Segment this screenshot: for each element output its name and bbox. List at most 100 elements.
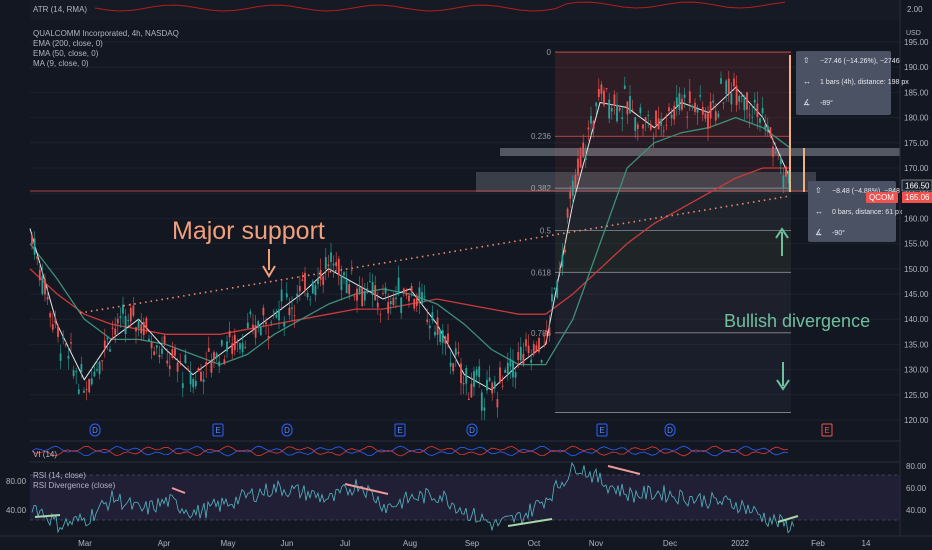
event-marker <box>596 423 608 437</box>
candle-body <box>259 326 262 336</box>
candle-body <box>267 335 270 339</box>
x-tick-label: Mar <box>78 539 92 548</box>
fib-level-label: 0.5 <box>540 226 552 235</box>
candle-body <box>725 80 728 94</box>
candle-body <box>592 120 595 129</box>
candle-body <box>311 281 314 294</box>
last-price-badge <box>901 179 932 192</box>
event-marker-label: E <box>599 426 604 435</box>
candle-body <box>608 99 611 119</box>
fib-level-label: 0.236 <box>531 132 552 141</box>
candle-body <box>340 275 343 291</box>
y-tick-label: 195.00 <box>904 38 929 47</box>
candle-body <box>616 104 618 122</box>
event-marker <box>281 423 293 437</box>
candle-body <box>584 156 587 160</box>
candle-body <box>675 97 678 106</box>
candle-body <box>31 235 33 245</box>
candle-body <box>730 93 733 105</box>
candle-body <box>735 85 738 106</box>
candle-body <box>366 288 369 290</box>
legend-ema50[interactable]: EMA (50, close, 0) <box>33 49 99 58</box>
candle-body <box>751 116 754 118</box>
candle-body <box>538 338 540 352</box>
candle-body <box>361 288 364 307</box>
candle-body <box>252 324 254 329</box>
candle-body <box>577 158 579 176</box>
candle-body <box>696 108 699 113</box>
arrow-head-orange <box>262 265 276 278</box>
candle-body <box>668 107 670 112</box>
candle-body <box>262 307 265 316</box>
candle-body <box>335 261 338 267</box>
candle-body <box>457 352 460 354</box>
candle-body <box>228 330 231 338</box>
candle-body <box>109 349 111 352</box>
candle-body <box>525 339 527 347</box>
candle-body <box>642 124 644 129</box>
candle-body <box>402 288 405 293</box>
candle-body <box>704 113 707 119</box>
candle-body <box>517 352 520 360</box>
event-marker <box>212 423 224 437</box>
series-ma9 <box>29 86 791 391</box>
candle-body <box>350 269 353 271</box>
legend-ema200[interactable]: EMA (200, close, 0) <box>33 39 103 48</box>
atr-label: ATR (14, RMA) <box>33 5 88 14</box>
candle-body <box>233 334 236 351</box>
candle-body <box>218 361 221 367</box>
candle-body <box>618 107 621 111</box>
candle-body <box>421 292 423 305</box>
candle-body <box>569 191 572 199</box>
candle-body <box>772 146 774 157</box>
candle-body <box>70 342 72 344</box>
y-tick-label: 145.00 <box>904 290 929 299</box>
candle-body <box>470 383 473 398</box>
candle-body <box>54 318 57 324</box>
candle-body <box>265 322 267 325</box>
candle-body <box>319 269 322 280</box>
candle-body <box>324 257 327 270</box>
rsi-label[interactable]: RSI (14, close) <box>33 471 86 480</box>
candle-body <box>353 295 356 297</box>
candle-body <box>587 127 590 130</box>
candle-body <box>634 117 637 131</box>
candle-body <box>415 295 418 306</box>
rsi-right-tick: 60.00 <box>906 484 927 493</box>
candle-body <box>597 88 600 98</box>
candle-body <box>532 344 535 355</box>
candle-body <box>116 318 119 324</box>
candle-body <box>371 281 374 296</box>
measure-top-bg <box>796 51 891 115</box>
candle-body <box>423 296 426 298</box>
candle-body <box>649 124 652 130</box>
candle-body <box>629 96 631 114</box>
candle-body <box>694 102 696 112</box>
legend-symbol[interactable]: QUALCOMM Incorporated, 4h, NASDAQ <box>33 29 179 38</box>
candle-body <box>491 382 494 394</box>
y-tick-label: 135.00 <box>904 340 929 349</box>
vi-label[interactable]: VI (14) <box>33 450 58 459</box>
candle-body <box>605 88 608 90</box>
candle-body <box>636 124 639 129</box>
candle-body <box>215 353 218 358</box>
candle-body <box>38 269 41 281</box>
candle-body <box>506 362 509 374</box>
atr-legend: ATR (14, RMA) <box>33 5 87 15</box>
rsi-left-tick: 80.00 <box>6 477 27 486</box>
symbol-tag-text: QCOM <box>869 193 894 202</box>
measure-top-line: −27.46 (−14.26%), −2746 <box>820 58 900 65</box>
candle-body <box>595 102 598 107</box>
candle-body <box>88 378 91 393</box>
rsi-div-label[interactable]: RSI Divergence (close) <box>33 481 116 490</box>
candle-body <box>189 371 192 385</box>
candle-body <box>257 321 260 327</box>
event-marker-label: E <box>397 426 402 435</box>
candle-body <box>777 154 780 156</box>
candle-body <box>246 322 249 329</box>
candle-body <box>436 317 439 335</box>
legend-ma9[interactable]: MA (9, close, 0) <box>33 59 89 68</box>
candle-body <box>270 322 273 324</box>
candle-body <box>603 90 605 106</box>
